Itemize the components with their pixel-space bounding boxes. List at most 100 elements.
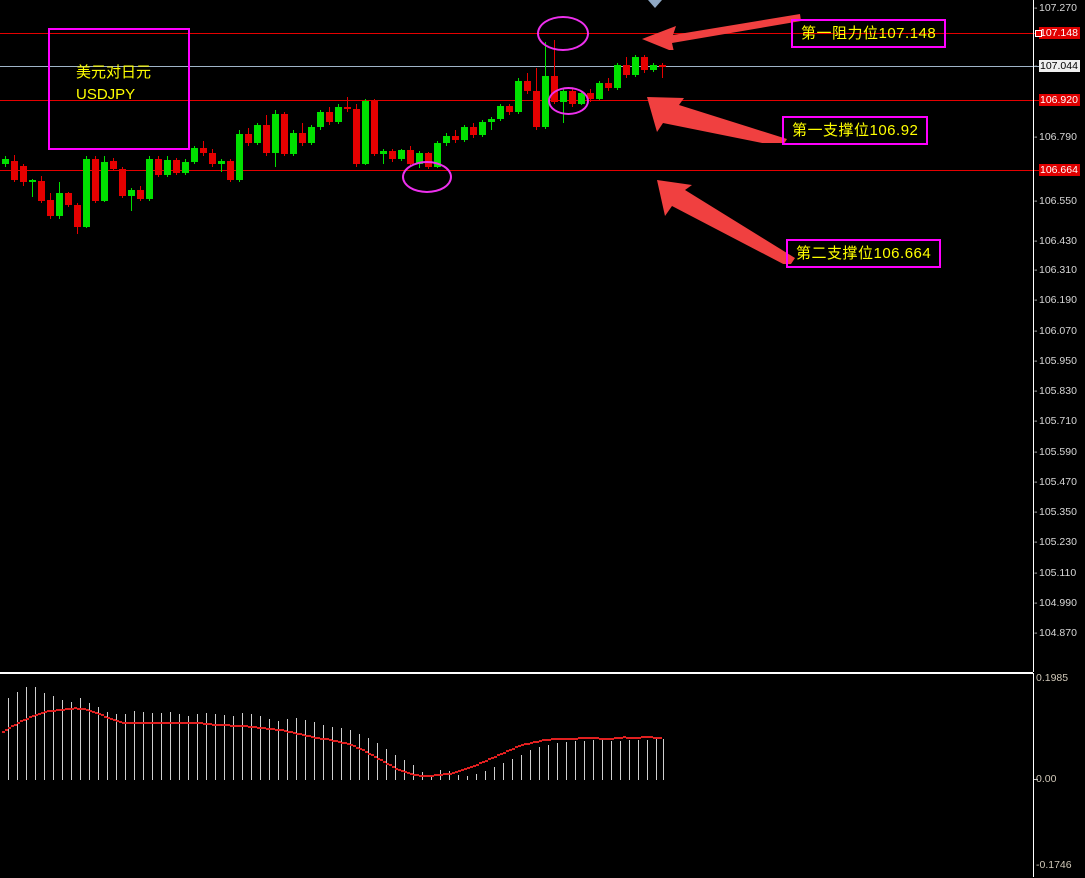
candle-body [281, 114, 288, 154]
price-axis[interactable]: -107.270107.148-107.044106.920-106.79010… [1033, 0, 1085, 672]
candle [614, 0, 621, 672]
candle-body [173, 159, 180, 174]
price-chart-pane[interactable]: 美元对日元 USDJPY 第一阻力位107.148 第一支撑位106.92 第二… [0, 0, 1033, 673]
macd-signal-point [230, 724, 233, 727]
macd-histogram-bar [80, 698, 81, 780]
candle-body [218, 161, 225, 164]
macd-signal-point [569, 738, 572, 741]
candle-body [407, 150, 414, 165]
candle-body [353, 109, 360, 164]
macd-signal-point [26, 717, 29, 720]
macd-signal-point [629, 737, 632, 740]
macd-histogram-bar [350, 730, 351, 780]
macd-signal-point [170, 722, 173, 725]
candle [137, 0, 144, 672]
symbol-label-text: 美元对日元 USDJPY [76, 64, 152, 103]
candle-body [362, 101, 369, 164]
macd-histogram-bar [663, 739, 664, 780]
macd-signal-point [581, 737, 584, 740]
level-line-current-price[interactable] [0, 66, 1033, 67]
macd-indicator-pane[interactable] [0, 673, 1033, 878]
candle [479, 0, 486, 672]
candle-body [506, 106, 513, 113]
macd-signal-point [20, 720, 23, 723]
macd-signal-point [203, 722, 206, 725]
candle-body [344, 106, 351, 110]
candle [605, 0, 612, 672]
candle [101, 0, 108, 672]
macd-signal-point [122, 721, 125, 724]
macd-histogram-bar [170, 712, 171, 780]
macd-signal-point [524, 743, 527, 746]
candle-body [299, 133, 306, 143]
macd-signal-point [248, 725, 251, 728]
macd-signal-point [266, 727, 269, 730]
candle [272, 0, 279, 672]
macd-histogram-bar [89, 703, 90, 780]
tick-dash-icon: - [1034, 536, 1038, 548]
tick-dash-icon: - [1034, 355, 1038, 367]
macd-signal-point [329, 739, 332, 742]
macd-signal-point [398, 769, 401, 772]
macd-signal-point [497, 754, 500, 757]
macd-signal-point [638, 736, 641, 739]
candle-body [497, 106, 504, 120]
macd-histogram-bar [494, 767, 495, 780]
price-tick: -107.270 [1034, 2, 1085, 14]
macd-signal-point [104, 715, 107, 718]
macd-signal-point [542, 739, 545, 742]
candle-body [227, 161, 234, 180]
macd-histogram-bar [485, 771, 486, 780]
macd-signal-point [500, 753, 503, 756]
level-line-support-2[interactable] [0, 170, 1033, 171]
candle-body [479, 122, 486, 136]
macd-signal-point [653, 736, 656, 739]
macd-signal-point [647, 736, 650, 739]
price-tick: -106.310 [1034, 264, 1085, 276]
macd-signal-point [527, 742, 530, 745]
macd-signal-point [566, 738, 569, 741]
macd-histogram-bar [35, 687, 36, 780]
macd-signal-point [371, 754, 374, 757]
candle-body [434, 142, 441, 167]
candle [326, 0, 333, 672]
macd-signal-point [284, 730, 287, 733]
macd-histogram-bar [593, 740, 594, 780]
macd-signal-point [545, 739, 548, 742]
macd-signal-point [470, 766, 473, 769]
candle-body [245, 133, 252, 144]
resistance-marker-icon [1035, 30, 1042, 37]
candle-body [596, 83, 603, 99]
macd-signal-point [494, 755, 497, 758]
price-tick: 106.920 [1034, 94, 1085, 106]
tick-dash-icon: - [1034, 235, 1038, 247]
price-tick: -105.950 [1034, 355, 1085, 367]
macd-histogram-bar [116, 714, 117, 780]
level-line-resistance-1[interactable] [0, 33, 1033, 34]
macd-signal-point [455, 771, 458, 774]
price-tick: -106.070 [1034, 325, 1085, 337]
macd-signal-point [515, 746, 518, 749]
candle [200, 0, 207, 672]
candle [659, 0, 666, 672]
macd-signal-point [14, 723, 17, 726]
macd-signal-point [479, 762, 482, 765]
highlight-ellipse-low [402, 161, 452, 193]
candle [443, 0, 450, 672]
highlight-ellipse-mid [548, 87, 589, 115]
candle [227, 0, 234, 672]
candle-body [470, 127, 477, 136]
price-tick-label: 106.310 [1039, 264, 1077, 276]
price-tick: 106.664 [1034, 164, 1085, 176]
candle-body [137, 190, 144, 200]
macd-axis[interactable]: 0.1985 0.00 -0.1746 [1033, 672, 1085, 877]
macd-signal-point [158, 722, 161, 725]
price-tick-label: 106.430 [1039, 235, 1077, 247]
price-tick: -105.230 [1034, 536, 1085, 548]
candle-wick [491, 117, 492, 131]
macd-signal-point [521, 744, 524, 747]
macd-histogram-bar [287, 719, 288, 780]
macd-signal-point [161, 722, 164, 725]
macd-signal-point [428, 775, 431, 778]
candle [632, 0, 639, 672]
